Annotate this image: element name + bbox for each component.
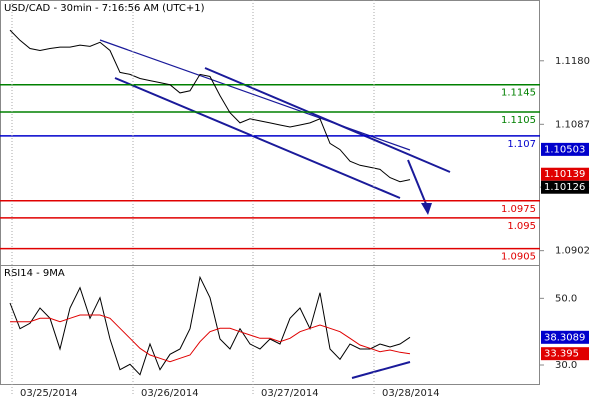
trend-line xyxy=(114,77,401,199)
arrow xyxy=(407,159,427,205)
arrow-head xyxy=(421,203,432,215)
price-tag-label: 1.10503 xyxy=(544,144,585,155)
rsi-panel xyxy=(0,265,540,385)
y-tick-label: 1.1087 xyxy=(555,119,590,130)
price-tag-label: 33.395 xyxy=(544,349,579,360)
y-tick-label: 1.1180 xyxy=(555,56,590,67)
price-tag xyxy=(541,330,589,344)
level-label: 1.1145 xyxy=(501,88,536,99)
trend-line xyxy=(351,361,411,379)
level-label: 1.107 xyxy=(507,139,536,150)
price-panel xyxy=(0,0,540,266)
x-tick-label: 03/28/2014 xyxy=(382,388,440,399)
price-tag xyxy=(541,347,589,361)
y-tick-label: 1.0902 xyxy=(555,246,590,257)
price-tag-label: 38.3089 xyxy=(544,332,585,343)
level-label: 1.1105 xyxy=(501,115,536,126)
level-label: 1.0905 xyxy=(501,252,536,263)
x-tick-label: 03/26/2014 xyxy=(141,388,199,399)
price-tag xyxy=(541,180,589,194)
x-tick-label: 03/25/2014 xyxy=(20,388,78,399)
x-tick-label: 03/27/2014 xyxy=(261,388,319,399)
series-line xyxy=(10,314,411,363)
chart-title: USD/CAD - 30min - 7:16:56 AM (UTC+1) xyxy=(4,3,205,14)
series-line xyxy=(9,29,411,183)
y-tick-label: 50.0 xyxy=(555,293,577,304)
y-tick-label: 30.0 xyxy=(555,360,577,371)
price-tag-label: 1.10126 xyxy=(544,182,585,193)
price-tag xyxy=(541,167,589,181)
price-tag-label: 1.10139 xyxy=(544,169,585,180)
price-tag xyxy=(541,142,589,156)
trend-line xyxy=(99,39,411,151)
series-line xyxy=(9,275,411,376)
level-label: 1.095 xyxy=(507,221,536,232)
rsi-title: RSI14 - 9MA xyxy=(4,268,65,279)
level-label: 1.0975 xyxy=(501,204,536,215)
